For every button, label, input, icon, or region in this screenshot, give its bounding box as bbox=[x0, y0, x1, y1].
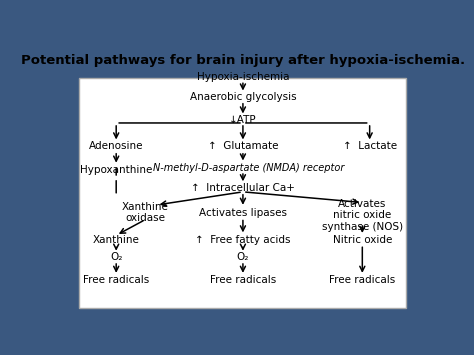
Text: Anaerobic glycolysis: Anaerobic glycolysis bbox=[190, 92, 296, 102]
FancyBboxPatch shape bbox=[80, 78, 406, 308]
Text: O₂: O₂ bbox=[110, 252, 122, 262]
Text: Nitric oxide: Nitric oxide bbox=[333, 235, 392, 245]
Text: ↑  Free fatty acids: ↑ Free fatty acids bbox=[195, 235, 291, 245]
Text: N-methyl-D-aspartate (NMDA) receptor: N-methyl-D-aspartate (NMDA) receptor bbox=[153, 163, 344, 173]
Text: ↑  Lactate: ↑ Lactate bbox=[343, 142, 397, 152]
Text: Hypoxanthine: Hypoxanthine bbox=[80, 165, 152, 175]
Text: Xanthine: Xanthine bbox=[93, 235, 140, 245]
Text: Activates
nitric oxide
synthase (NOS): Activates nitric oxide synthase (NOS) bbox=[322, 199, 403, 232]
Text: Potential pathways for brain injury after hypoxia-ischemia.: Potential pathways for brain injury afte… bbox=[21, 54, 465, 67]
Text: O₂: O₂ bbox=[237, 252, 249, 262]
Text: Adenosine: Adenosine bbox=[89, 142, 144, 152]
Text: Activates lipases: Activates lipases bbox=[199, 208, 287, 218]
Text: Xanthine
oxidase: Xanthine oxidase bbox=[122, 202, 169, 223]
Text: ↑  Glutamate: ↑ Glutamate bbox=[208, 142, 278, 152]
Text: ↑  Intracellular Ca+: ↑ Intracellular Ca+ bbox=[191, 183, 295, 193]
Text: Free radicals: Free radicals bbox=[329, 275, 395, 285]
Text: ↓ATP: ↓ATP bbox=[229, 115, 257, 125]
Text: Free radicals: Free radicals bbox=[83, 275, 149, 285]
Text: Hypoxia-ischemia: Hypoxia-ischemia bbox=[197, 72, 289, 82]
Text: Free radicals: Free radicals bbox=[210, 275, 276, 285]
